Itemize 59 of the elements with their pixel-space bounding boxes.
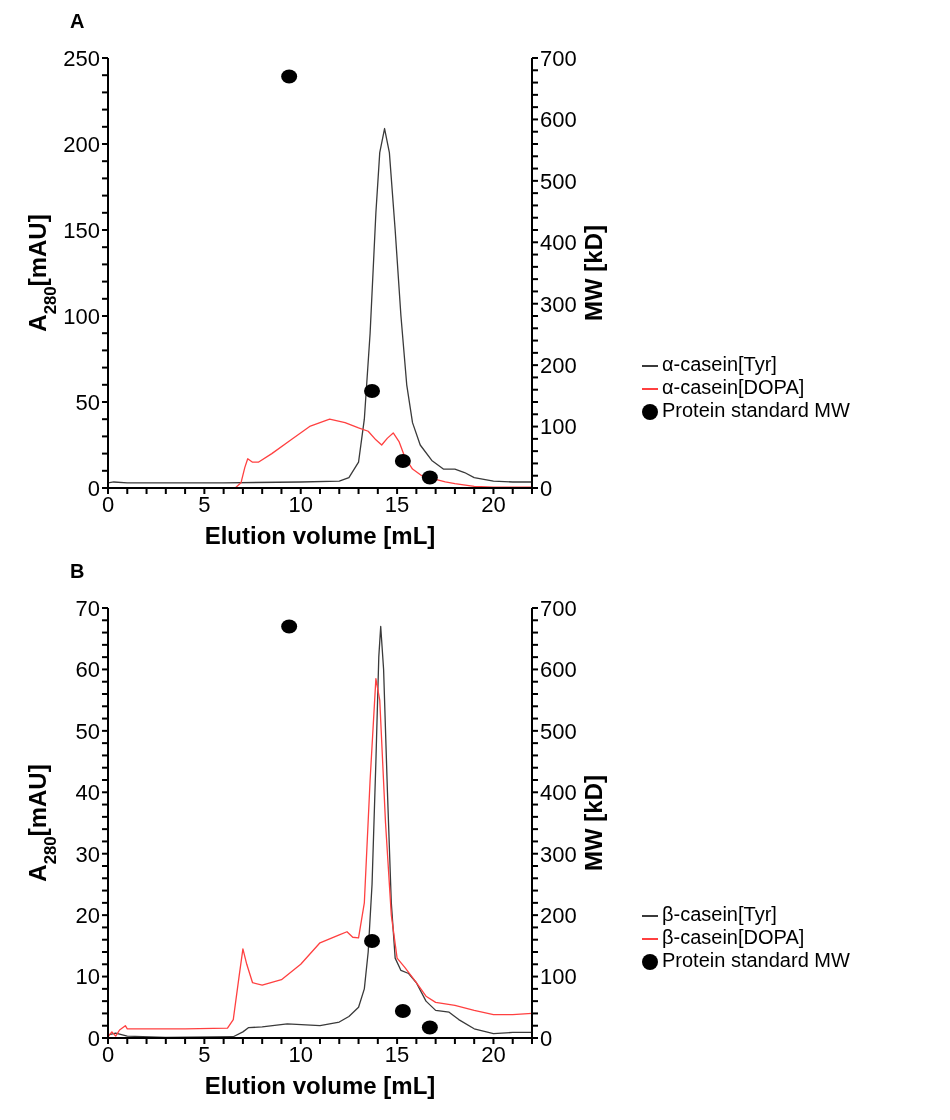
y2-tick-label: 100 (540, 964, 577, 990)
legend-label: β-casein[DOPA] (662, 926, 805, 948)
y2-tick-label: 500 (540, 718, 577, 744)
legend-label: α-casein[Tyr] (662, 353, 777, 375)
point (281, 69, 298, 84)
y2-axis-title: MW [kD] (580, 225, 607, 321)
x-tick-label: 10 (288, 1041, 313, 1067)
x-tick-label: 5 (198, 1041, 211, 1067)
y2-tick-label: 100 (540, 414, 577, 440)
x-tick-label: 10 (288, 491, 313, 517)
y-tick-label: 60 (75, 657, 100, 683)
y2-tick-label: 300 (540, 291, 577, 317)
y2-tick-label: 400 (540, 230, 577, 256)
y2-tick-label: 0 (540, 475, 553, 501)
point (394, 1003, 411, 1018)
y-tick-label: 40 (75, 780, 100, 806)
y-tick-label: 200 (63, 131, 100, 157)
y2-tick-label: 700 (540, 45, 577, 71)
x-tick-label: 20 (481, 1041, 506, 1067)
chart-title: B (70, 560, 85, 583)
line-series (108, 127, 532, 484)
y2-tick-label: 400 (540, 780, 577, 806)
y2-tick-label: 300 (540, 841, 577, 867)
y-tick-label: 150 (63, 217, 100, 243)
y2-tick-label: 700 (540, 595, 577, 621)
y-tick-label: 0 (87, 1025, 100, 1051)
x-axis-title: Elution volume [mL] (204, 1072, 436, 1099)
x-tick-label: 15 (384, 491, 410, 517)
point (281, 619, 298, 634)
x-tick-label: 20 (481, 491, 506, 517)
legend-label: Protein standard MW (662, 399, 850, 421)
y-tick-label: 0 (87, 475, 100, 501)
y-tick-label: 250 (63, 45, 100, 71)
y2-axis-title: MW [kD] (580, 775, 607, 871)
y2-tick-label: 200 (540, 352, 577, 378)
legend-label: Protein standard MW (662, 949, 850, 971)
y-tick-label: 50 (75, 389, 100, 415)
y2-tick-label: 600 (540, 107, 577, 133)
x-axis-title: Elution volume [mL] (204, 522, 436, 549)
y-tick-label: 30 (75, 841, 100, 867)
legend-label: β-casein[Tyr] (662, 903, 777, 925)
point (364, 933, 381, 948)
y-tick-label: 70 (75, 595, 100, 621)
y-tick-label: 100 (63, 303, 100, 329)
y2-tick-label: 200 (540, 902, 577, 928)
y-tick-label: 10 (75, 964, 100, 990)
x-tick-label: 5 (198, 491, 211, 517)
y2-tick-label: 500 (540, 168, 577, 194)
y2-tick-label: 600 (540, 657, 577, 683)
y-tick-label: 20 (75, 902, 100, 928)
point (394, 453, 411, 468)
x-tick-label: 15 (384, 1041, 410, 1067)
y2-tick-label: 0 (540, 1025, 553, 1051)
chart-title: A (70, 10, 85, 33)
y-tick-label: 50 (75, 718, 100, 744)
point (421, 470, 438, 485)
legend-label: α-casein[DOPA] (662, 376, 805, 398)
point (421, 1020, 438, 1035)
point (364, 383, 381, 398)
